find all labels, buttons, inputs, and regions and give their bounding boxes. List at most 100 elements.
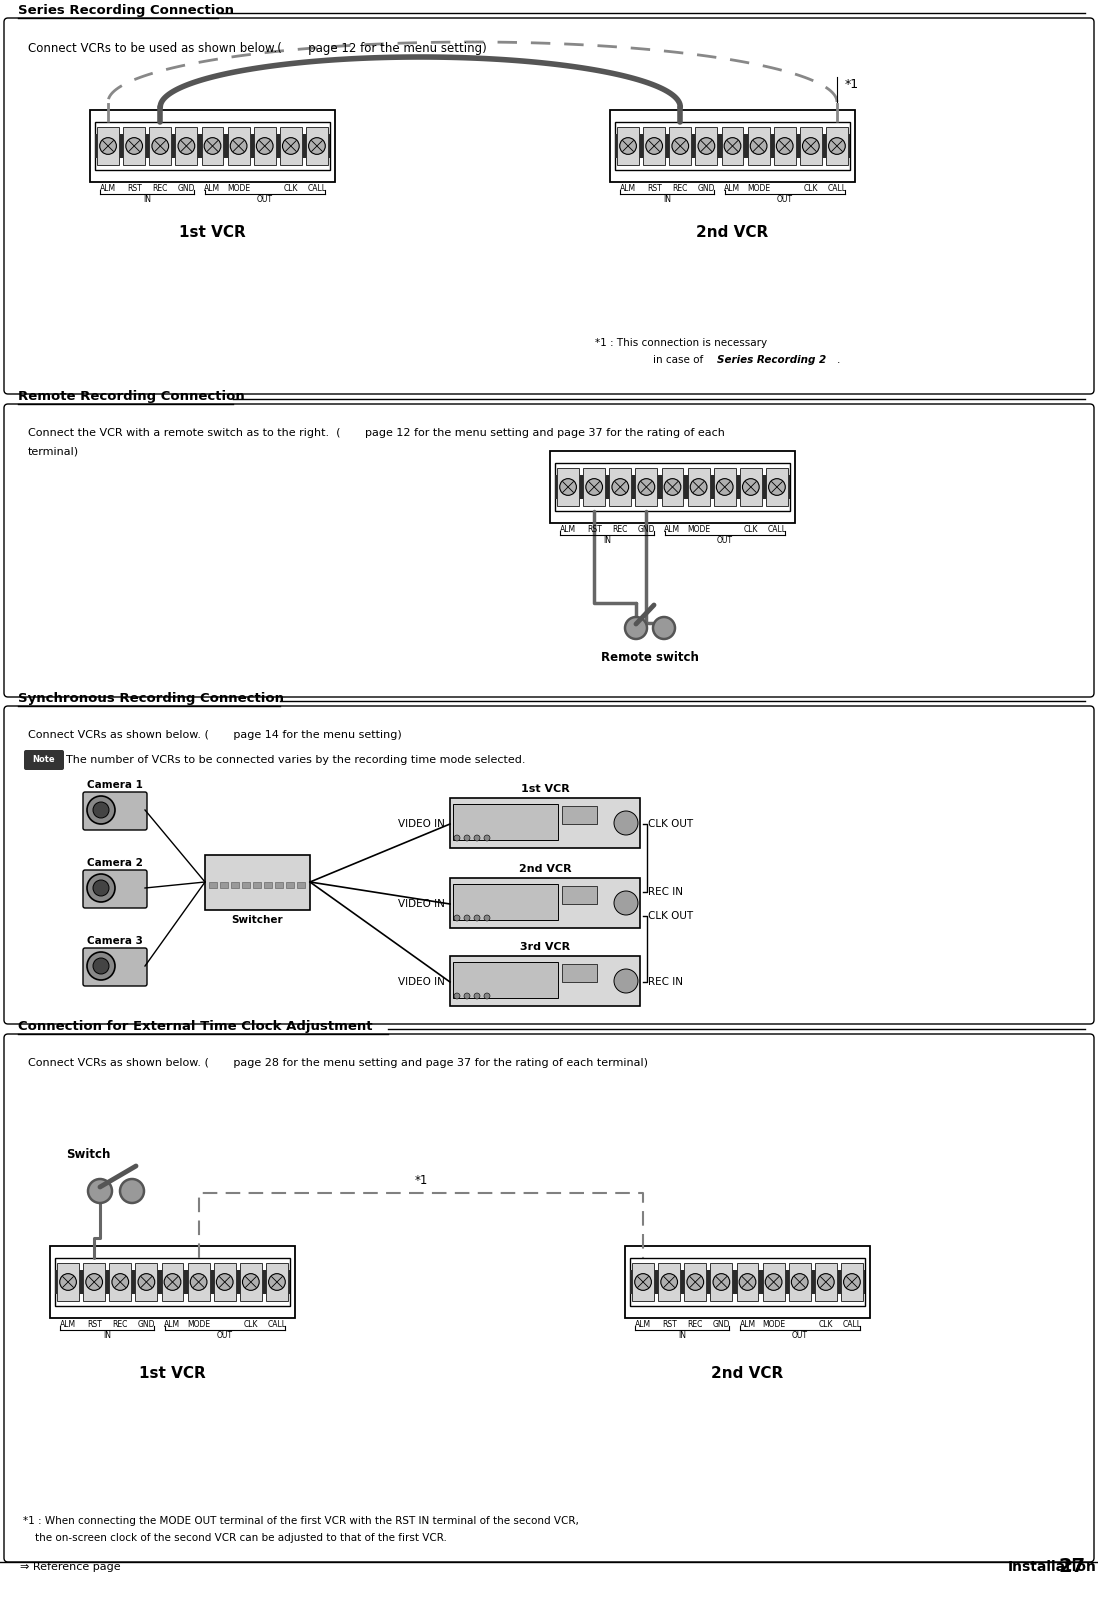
Bar <box>763 1262 785 1301</box>
Bar <box>766 468 788 506</box>
Bar <box>710 1262 732 1301</box>
Circle shape <box>464 915 470 921</box>
Text: VIDEO IN: VIDEO IN <box>399 819 445 828</box>
Bar <box>661 468 683 506</box>
Text: MODE: MODE <box>747 184 770 192</box>
Bar <box>266 1262 288 1301</box>
Circle shape <box>464 993 470 1000</box>
Circle shape <box>93 879 109 896</box>
Bar <box>788 1262 810 1301</box>
Circle shape <box>474 915 480 921</box>
Text: Camera 1: Camera 1 <box>87 780 143 790</box>
FancyBboxPatch shape <box>24 750 64 771</box>
Text: Camera 2: Camera 2 <box>87 859 143 868</box>
Bar <box>554 463 789 511</box>
Text: Switcher: Switcher <box>232 915 283 924</box>
Circle shape <box>484 993 490 1000</box>
Circle shape <box>769 479 785 495</box>
Circle shape <box>87 952 115 980</box>
Circle shape <box>216 1274 233 1290</box>
Text: Connection for External Time Clock Adjustment: Connection for External Time Clock Adjus… <box>18 1020 372 1033</box>
Circle shape <box>829 138 845 154</box>
Text: Installation: Installation <box>1008 1560 1097 1575</box>
Circle shape <box>88 1179 112 1203</box>
FancyBboxPatch shape <box>4 706 1094 1024</box>
Circle shape <box>646 138 662 154</box>
Bar <box>202 127 224 165</box>
Text: REC IN: REC IN <box>648 977 683 987</box>
Bar <box>737 1262 759 1301</box>
Circle shape <box>653 617 675 639</box>
Circle shape <box>112 1274 128 1290</box>
Bar <box>274 883 283 888</box>
Text: Connect the VCR with a remote switch as to the right.  (       page 12 for the m: Connect the VCR with a remote switch as … <box>29 428 725 437</box>
Bar <box>97 127 119 165</box>
Bar <box>90 111 335 183</box>
Bar <box>96 122 330 170</box>
Text: CLK: CLK <box>743 525 758 533</box>
FancyBboxPatch shape <box>4 404 1094 697</box>
Bar <box>285 883 294 888</box>
Text: ALM: ALM <box>204 184 221 192</box>
Text: ALM: ALM <box>60 1320 76 1330</box>
Text: RST: RST <box>586 525 602 533</box>
Bar <box>51 1246 295 1318</box>
Circle shape <box>614 811 638 835</box>
Circle shape <box>190 1274 206 1290</box>
Bar <box>615 122 850 170</box>
Bar <box>96 135 330 159</box>
Bar <box>826 127 848 165</box>
Bar <box>450 956 640 1006</box>
Text: ⇒ Reference page: ⇒ Reference page <box>20 1562 121 1572</box>
Bar <box>774 127 796 165</box>
Bar <box>306 127 328 165</box>
Text: MODE: MODE <box>762 1320 785 1330</box>
Text: REC: REC <box>687 1320 703 1330</box>
Circle shape <box>93 803 109 819</box>
Circle shape <box>614 891 638 915</box>
Bar <box>450 798 640 847</box>
Bar <box>188 1262 210 1301</box>
Bar <box>55 1258 290 1306</box>
FancyBboxPatch shape <box>4 18 1094 394</box>
Circle shape <box>843 1274 861 1290</box>
Text: IN: IN <box>103 1331 111 1339</box>
Text: 3rd VCR: 3rd VCR <box>520 942 570 952</box>
Text: 2nd VCR: 2nd VCR <box>712 1367 784 1381</box>
Circle shape <box>87 875 115 902</box>
Text: REC IN: REC IN <box>648 888 683 897</box>
Circle shape <box>664 479 681 495</box>
Circle shape <box>484 835 490 841</box>
Circle shape <box>560 479 576 495</box>
Text: Switch: Switch <box>66 1149 110 1161</box>
Text: CLK OUT: CLK OUT <box>648 819 693 828</box>
Text: Connect VCRs as shown below. (       page 14 for the menu setting): Connect VCRs as shown below. ( page 14 f… <box>29 731 402 740</box>
Circle shape <box>713 1274 730 1290</box>
Circle shape <box>126 138 143 154</box>
Text: 1st VCR: 1st VCR <box>179 224 246 240</box>
Circle shape <box>474 835 480 841</box>
Text: 1st VCR: 1st VCR <box>139 1367 206 1381</box>
Circle shape <box>739 1274 755 1290</box>
Circle shape <box>243 1274 259 1290</box>
Bar <box>643 127 665 165</box>
Circle shape <box>86 1274 102 1290</box>
Circle shape <box>120 1179 144 1203</box>
Text: REC: REC <box>153 184 168 192</box>
Text: REC: REC <box>673 184 688 192</box>
Text: CALL: CALL <box>842 1320 862 1330</box>
Text: GND: GND <box>178 184 195 192</box>
Bar <box>55 1270 290 1294</box>
Circle shape <box>138 1274 155 1290</box>
Bar <box>450 878 640 928</box>
Text: Note: Note <box>33 756 55 764</box>
Text: IN: IN <box>603 537 612 545</box>
Text: GND: GND <box>137 1320 155 1330</box>
Bar <box>625 1246 870 1318</box>
Bar <box>636 468 658 506</box>
Text: ALM: ALM <box>620 184 636 192</box>
Text: MODE: MODE <box>187 1320 210 1330</box>
Circle shape <box>614 969 638 993</box>
Text: OUT: OUT <box>792 1331 808 1339</box>
Bar <box>562 806 597 823</box>
